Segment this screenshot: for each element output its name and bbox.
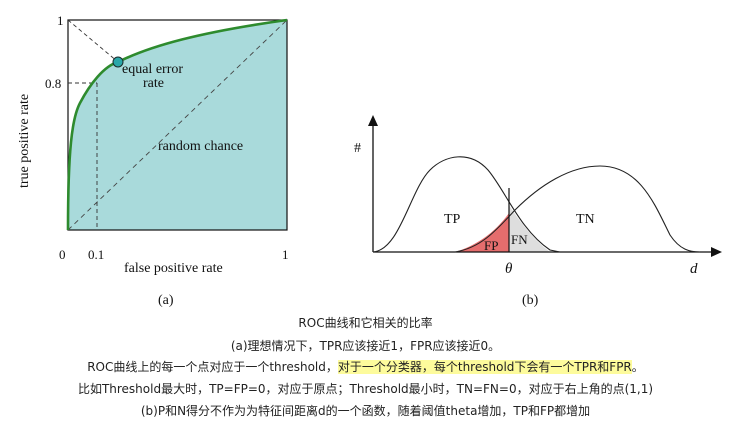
distribution-figure: # TP TN FP FN θ d (b) [354,115,722,308]
eer-dashed-line [67,19,119,63]
tick-x-1: 1 [282,247,289,262]
random-chance-diagonal [67,19,288,231]
tn-label: TN [576,212,595,227]
x-axis-label: false positive rate [124,261,223,276]
panel-label-b: (b) [522,293,539,308]
caption-line-a: (a)理想情况下，TPR应该接近1，FPR应该接近0。 [230,339,501,353]
caption-title: ROC曲线和它相关的比率 [298,316,433,330]
annotation-eer-line2: rate [143,76,164,91]
annotation-random-chance: random chance [158,139,243,154]
roc-frame [67,19,288,231]
threshold-symbol: θ [505,261,513,277]
y-axis-label: true positive rate [17,94,32,188]
tick-y-1: 1 [57,13,64,28]
annotation-eer-line1: equal error [122,62,183,77]
fn-label: FN [511,232,528,247]
fp-region [455,213,509,252]
caption-roc-end: 。 [631,360,644,374]
eer-point [112,56,124,68]
tp-label: TP [444,212,461,227]
roc-curve [66,18,288,231]
fn-region [509,205,550,252]
roc-figure: equal error rate random chance 1 0.8 0 0… [17,13,289,308]
fp-label: FP [484,238,498,253]
negative-distribution-curve [454,165,701,253]
caption-roc-plain: ROC曲线上的每一个点对应于一个threshold， [87,360,338,374]
y-axis-symbol: # [354,141,361,156]
tick-x-0: 0 [59,247,66,262]
caption-line-roc: ROC曲线上的每一个点对应于一个threshold，对于一个分类器，每个thre… [0,358,731,375]
y-axis-arrow [368,115,378,126]
caption-roc-highlight: 对于一个分类器，每个threshold下会有一个TPR和FPR [337,360,632,374]
positive-distribution-curve [372,156,561,253]
panel-label-a: (a) [158,293,174,308]
caption-line-b: (b)P和N得分不作为为特征间距离d的一个函数，随着阈值theta增加，TP和F… [140,404,591,418]
caption-line-threshold: 比如Threshold最大时，TP=FP=0，对应于原点；Threshold最小… [77,382,654,396]
x-axis-symbol: d [690,261,698,277]
x-axis-arrow [711,247,722,257]
tick-x-01: 0.1 [88,247,104,262]
tick-y-08: 0.8 [45,76,61,91]
